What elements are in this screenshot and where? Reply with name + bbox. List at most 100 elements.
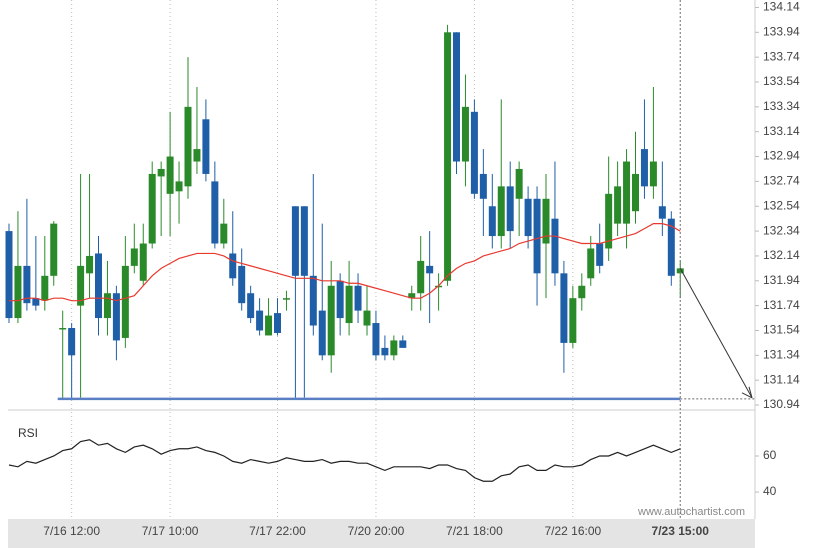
y-tick-label: 132.94 (763, 149, 800, 163)
candle-body (166, 156, 174, 194)
x-tick-label: 7/22 16:00 (544, 524, 601, 538)
forecast-arrow (679, 268, 753, 399)
rsi-tick-label: 60 (763, 448, 777, 462)
candle-body (542, 198, 550, 244)
x-tick-label: 7/23 15:00 (652, 524, 710, 538)
candle-body (247, 293, 255, 319)
y-tick-label: 133.54 (763, 74, 800, 88)
candle-body (632, 173, 639, 212)
candle-body (211, 181, 219, 244)
rsi-tick-label: 40 (763, 484, 777, 498)
y-tick-label: 132.14 (763, 248, 800, 262)
candle-body (5, 231, 13, 319)
y-tick-label: 133.34 (763, 99, 800, 113)
candle-body (390, 340, 398, 356)
candle-body (86, 255, 94, 274)
candle-body (32, 298, 40, 306)
x-tick-label: 7/17 22:00 (249, 524, 306, 538)
candle-body (515, 168, 523, 199)
arrow-head (741, 386, 753, 399)
candle-body (112, 293, 120, 341)
candle-body (95, 253, 102, 319)
y-tick-label: 131.74 (763, 298, 800, 312)
candle-body (300, 206, 308, 276)
candle-body (506, 186, 514, 232)
candle-body (623, 161, 631, 224)
candle-body (238, 265, 246, 304)
x-tick-label: 7/17 10:00 (142, 524, 199, 538)
candle-body (372, 323, 380, 356)
rsi-label: RSI (18, 426, 38, 440)
y-tick-label: 131.94 (763, 273, 800, 287)
candle-body (408, 293, 416, 299)
candle-body (193, 149, 201, 162)
candle-body (274, 313, 281, 333)
candle-body (68, 328, 76, 356)
y-tick-label: 134.14 (763, 0, 800, 14)
candle-body (461, 106, 469, 162)
candle-body (336, 280, 344, 319)
candle-body (453, 32, 460, 162)
y-tick-label: 130.94 (763, 397, 800, 411)
candle-body (551, 218, 559, 274)
candle-body (605, 193, 613, 249)
candle-body (23, 265, 31, 304)
y-tick-label: 131.34 (763, 348, 800, 362)
candle-body (291, 206, 299, 276)
candle-body (327, 285, 335, 356)
candle-body (488, 206, 496, 237)
candle-body (318, 310, 326, 356)
y-tick-label: 132.54 (763, 198, 800, 212)
candle-body (614, 186, 622, 224)
candle-body (649, 161, 657, 187)
candle-body (470, 111, 478, 194)
candle-body (202, 119, 210, 174)
candle-body (444, 32, 452, 281)
candle-body (256, 310, 264, 331)
y-tick-label: 133.94 (763, 24, 800, 38)
candle-body (658, 206, 666, 219)
candle-body (265, 315, 273, 336)
candle-body (130, 248, 138, 266)
candle-body (139, 243, 147, 281)
rsi-line (8, 439, 681, 482)
candle-body (497, 186, 505, 237)
x-tick-label: 7/21 18:00 (446, 524, 503, 538)
x-tick-label: 7/20 20:00 (348, 524, 405, 538)
candle-body (14, 265, 22, 319)
candle-body (59, 328, 67, 330)
x-tick-label: 7/16 12:00 (43, 524, 100, 538)
candle-body (282, 298, 290, 300)
candle-body (77, 265, 85, 306)
candle-body (184, 106, 192, 187)
moving-average (9, 223, 681, 302)
candle-body (41, 275, 49, 301)
candle-body (381, 347, 389, 356)
y-tick-label: 131.14 (763, 372, 800, 386)
candle-body (479, 173, 487, 199)
candle-body (229, 253, 237, 279)
candle-body (578, 285, 586, 299)
y-tick-label: 131.54 (763, 323, 800, 337)
candle-body (560, 273, 568, 343)
candle-body (103, 293, 111, 319)
candle-body (640, 149, 648, 187)
candle-body (667, 218, 675, 276)
y-tick-label: 133.14 (763, 124, 800, 138)
candle-body (676, 268, 684, 274)
candle-body (345, 285, 353, 324)
candle-body (50, 223, 58, 276)
candle-body (220, 223, 228, 244)
candle-body (524, 198, 532, 237)
y-tick-label: 132.74 (763, 174, 800, 188)
candle-body (426, 265, 434, 274)
candle-body (363, 310, 371, 326)
watermark: www.autochartist.com (637, 506, 745, 518)
candle-body (121, 265, 129, 338)
y-tick-label: 133.74 (763, 49, 800, 63)
y-tick-label: 132.34 (763, 223, 800, 237)
candle-body (309, 275, 317, 326)
candle-body (148, 173, 156, 244)
